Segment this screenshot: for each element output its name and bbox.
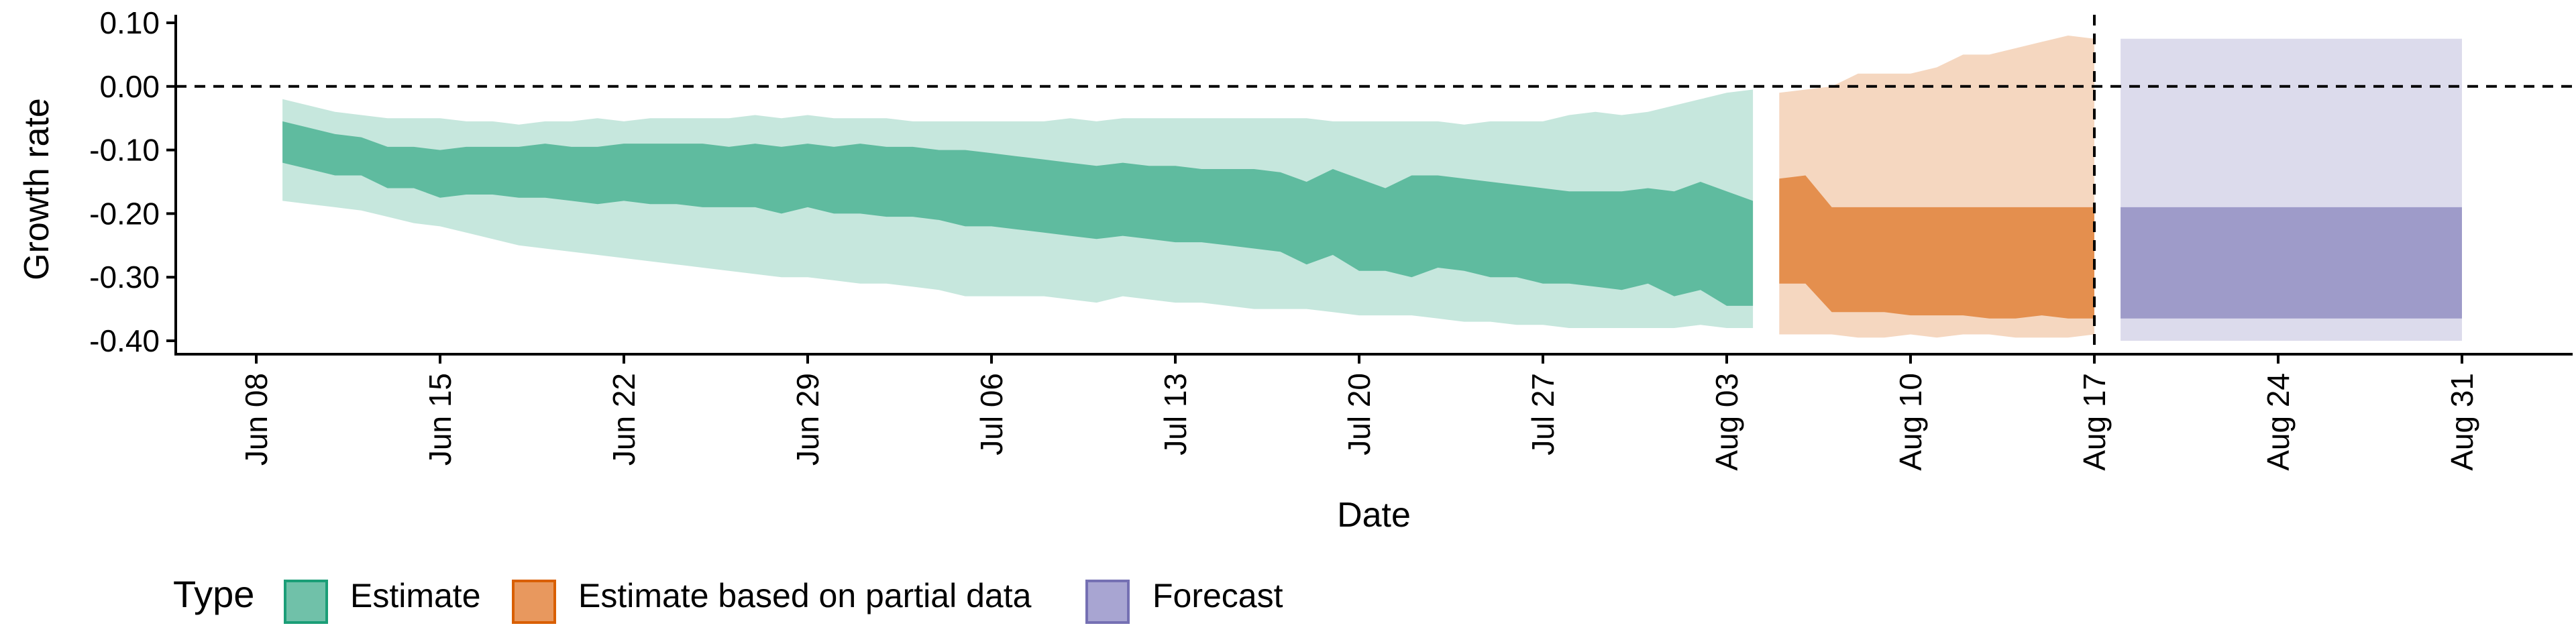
legend-label: Estimate based on partial data [578,577,1032,614]
y-tick-label: -0.40 [89,323,160,358]
x-tick-label: Jul 27 [1525,373,1560,455]
x-tick-label: Jul 20 [1342,373,1377,455]
x-tick-label: Aug 31 [2445,373,2479,471]
x-tick-label: Jun 22 [606,373,641,466]
legend-swatch [284,580,328,624]
legend-title: Type [173,573,254,615]
legend-swatch [512,580,556,624]
x-tick-label: Jul 06 [974,373,1009,455]
reference-lines [176,15,2573,354]
x-tick-label: Aug 24 [2261,373,2296,471]
x-tick-label: Aug 17 [2077,373,2112,471]
x-tick-label: Aug 10 [1893,373,1928,471]
x-tick-label: Jun 08 [239,373,274,466]
y-tick-label: -0.10 [89,133,160,168]
legend: Type Estimate Estimate based on partial da… [173,573,1283,624]
y-tick-label: -0.20 [89,196,160,231]
legend-label: Estimate [350,577,481,614]
x-tick-label: Jun 15 [423,373,458,466]
chart-axes: 0.10 0.00 -0.10 -0.20 -0.30 -0.40 Jun 08 Jun 15… [89,5,2573,471]
forecast-band-50 [2121,207,2462,319]
x-tick-label: Aug 03 [1709,373,1744,471]
x-axis-title: Date [1337,496,1411,535]
x-tick-label: Jun 29 [790,373,825,466]
y-tick-label: -0.30 [89,260,160,294]
legend-label: Forecast [1152,577,1283,614]
legend-swatch [1085,580,1130,624]
x-tick-label: Jul 13 [1158,373,1193,455]
estimate-band-50 [282,121,1754,306]
y-tick-label: 0.10 [99,5,160,40]
y-axis-title: Growth rate [17,98,56,280]
estimate-based-on-partial-data-band-50 [1779,175,2094,319]
chart-bands [282,36,2462,341]
y-tick-label: 0.00 [99,69,160,104]
